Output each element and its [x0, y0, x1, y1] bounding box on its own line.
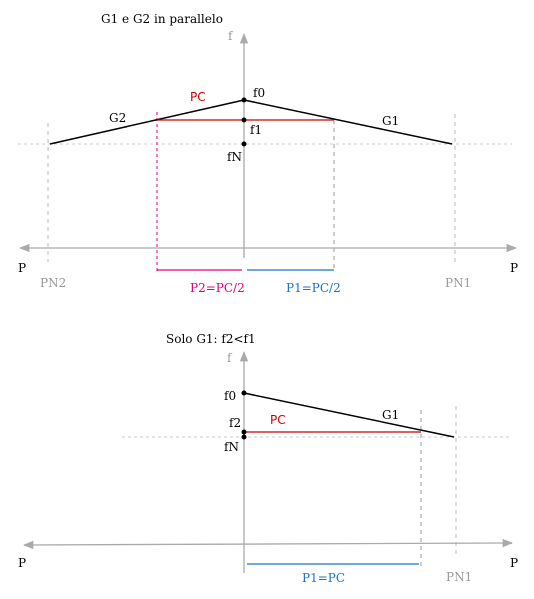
bottom-f2-point — [241, 429, 247, 435]
top-g1-curve — [243, 99, 453, 145]
top-f0-label: f0 — [253, 86, 265, 100]
top-g2-curve — [49, 99, 245, 145]
bottom-fn-point — [241, 434, 247, 440]
top-p-right-label: P — [510, 261, 518, 275]
top-p-left-label: P — [18, 261, 26, 275]
bottom-f0-label: f0 — [224, 389, 236, 403]
top-f1-point — [241, 117, 247, 123]
top-p2-label: P2=PC/2 — [190, 281, 245, 295]
top-pn1-label: PN1 — [445, 276, 471, 290]
top-g1-label: G1 — [382, 114, 399, 128]
top-title: G1 e G2 in parallelo — [101, 12, 223, 26]
bottom-p-left-label: P — [18, 556, 26, 570]
bottom-fn-label: fN — [224, 440, 239, 454]
top-f1-label: f1 — [250, 123, 262, 137]
top-pc-label: PC — [190, 90, 206, 104]
bottom-pc-label: PC — [270, 413, 286, 427]
bottom-title: Solo G1: f2<f1 — [166, 332, 256, 346]
top-p1-label: P1=PC/2 — [286, 281, 341, 295]
top-g2-label: G2 — [109, 111, 126, 125]
bottom-p1-label: P1=PC — [302, 571, 345, 585]
bottom-p-axis — [22, 538, 514, 550]
top-panel: G1 e G2 in parallelo f f0 f1 fN PC G2 G1… — [18, 12, 518, 295]
top-fn-point — [241, 141, 247, 147]
top-f0-point — [241, 97, 247, 103]
bottom-p-right-label: P — [510, 556, 518, 570]
bottom-f2-label: f2 — [229, 416, 241, 430]
bottom-pn1-label: PN1 — [446, 570, 472, 584]
bottom-g1-label: G1 — [382, 408, 399, 422]
top-f-axis-label: f — [228, 29, 234, 43]
top-fn-label: fN — [227, 150, 242, 164]
bottom-f-axis-label: f — [227, 351, 233, 365]
top-pn2-label: PN2 — [40, 276, 66, 290]
bottom-f0-point — [241, 390, 247, 396]
bottom-panel: Solo G1: f2<f1 f f0 f2 fN PC G1 P P PN1 … — [18, 332, 518, 585]
bottom-g1-curve — [243, 392, 455, 438]
